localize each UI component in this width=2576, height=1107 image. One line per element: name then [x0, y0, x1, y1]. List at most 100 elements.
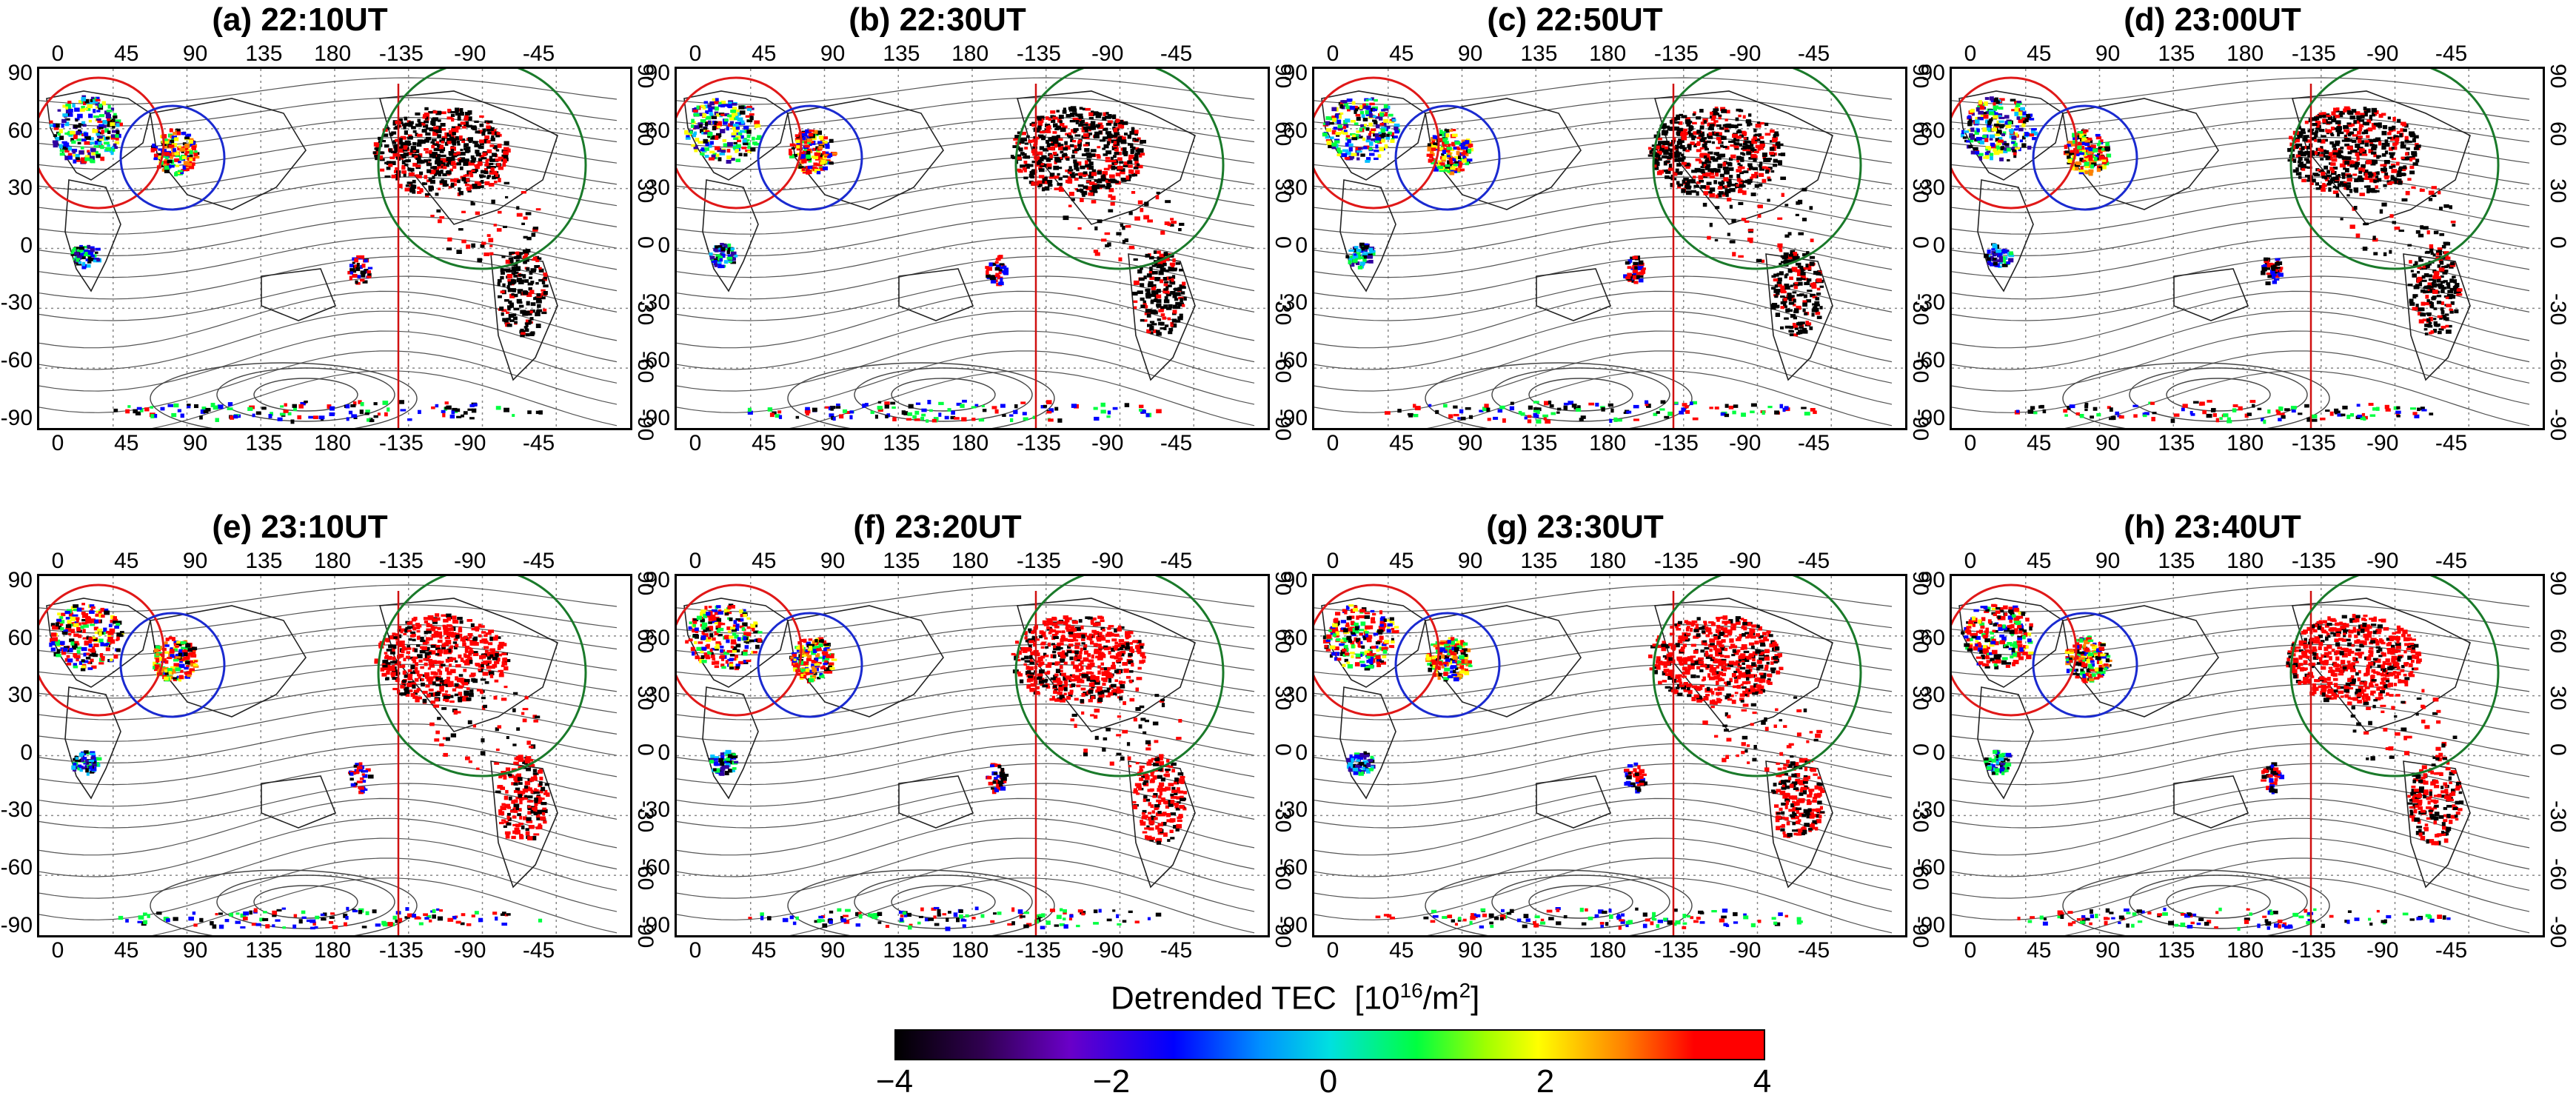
y-tick-label-right: -30: [2546, 800, 2570, 833]
y-tick-label-right: 30: [2546, 178, 2570, 204]
panel-title: (d) 23:00UT: [2124, 1, 2301, 38]
x-tick-label: 45: [1389, 431, 1414, 455]
x-tick-label: 90: [1457, 431, 1483, 455]
x-tick-label: 0: [51, 549, 64, 573]
x-tick-label: 45: [2027, 41, 2052, 66]
x-tick-label: 90: [820, 431, 846, 455]
x-tick-label: 90: [820, 938, 846, 963]
x-tick-label: 90: [2095, 431, 2121, 455]
y-tick-label: 0: [1933, 233, 1945, 258]
x-tick-label: 135: [2158, 431, 2195, 455]
x-tick-label: 90: [820, 549, 846, 573]
x-tick-label: -90: [454, 938, 486, 963]
y-tick-label-right: -90: [2546, 915, 2570, 948]
x-tick-label: -90: [1091, 41, 1124, 66]
x-tick-label: 180: [314, 41, 352, 66]
colorbar-tick-label: −2: [1092, 1063, 1131, 1100]
x-tick-label: -45: [2435, 938, 2468, 963]
map-panel: (f) 23:20UT 0 0 45 45 90 90 135 135 180 180 -135 -13…: [638, 507, 1295, 985]
x-tick-label: -90: [1729, 431, 1762, 455]
y-tick-label: -60: [0, 855, 33, 880]
y-tick-label: -90: [1913, 405, 1945, 430]
y-tick-label-right: -60: [2546, 351, 2570, 384]
panel-title: (e) 23:10UT: [212, 509, 388, 545]
x-tick-label: -45: [522, 431, 555, 455]
y-tick-label: 60: [1920, 118, 1945, 143]
x-tick-label: 0: [689, 41, 702, 66]
x-tick-label: -135: [2291, 549, 2336, 573]
tec-map: [1312, 574, 1907, 937]
y-tick-label-right: 60: [2546, 121, 2570, 146]
x-tick-label: 180: [314, 431, 352, 455]
colorbar-tick-label: 4: [1753, 1063, 1772, 1100]
y-tick-label: -30: [0, 290, 33, 315]
x-tick-label: -90: [1729, 938, 1762, 963]
x-tick-label: 90: [2095, 41, 2121, 66]
x-tick-label: -45: [1160, 41, 1193, 66]
x-tick-label: -135: [378, 938, 424, 963]
x-tick-label: 90: [182, 549, 208, 573]
panel-title: (h) 23:40UT: [2124, 509, 2301, 545]
y-tick-label: 90: [1282, 568, 1308, 592]
panel-title: (a) 22:10UT: [212, 1, 388, 38]
x-tick-label: -90: [1729, 41, 1762, 66]
x-tick-label: 0: [1326, 938, 1339, 963]
map-panel: (d) 23:00UT 0 0 45 45 90 90 135 135 180 180 -135 -13…: [1913, 0, 2570, 478]
y-tick-label-right: 0: [2546, 235, 2570, 249]
x-tick-label: -90: [1091, 549, 1124, 573]
colorbar-tick-label: 2: [1536, 1063, 1555, 1100]
x-tick-label: -135: [1016, 41, 1061, 66]
colorbar-tick-label: 0: [1319, 1063, 1338, 1100]
x-tick-label: -90: [2366, 549, 2399, 573]
tec-map: [1950, 574, 2545, 937]
x-tick-label: 180: [1589, 938, 1627, 963]
x-tick-label: 45: [114, 41, 139, 66]
x-tick-label: 180: [2227, 41, 2264, 66]
x-tick-label: -45: [522, 938, 555, 963]
x-tick-label: 180: [314, 938, 352, 963]
y-tick-label: -60: [638, 348, 670, 372]
x-tick-label: 180: [2227, 431, 2264, 455]
y-tick-label: 60: [1920, 625, 1945, 650]
x-tick-label: -45: [1797, 41, 1830, 66]
y-tick-label: -60: [638, 855, 670, 880]
y-tick-label: -30: [638, 797, 670, 823]
x-tick-label: 135: [245, 41, 283, 66]
x-tick-label: 90: [2095, 938, 2121, 963]
colorbar: [894, 1029, 1765, 1060]
x-tick-label: -90: [2366, 938, 2399, 963]
x-tick-label: -135: [378, 41, 424, 66]
x-tick-label: -135: [1016, 938, 1061, 963]
y-tick-label: -60: [1275, 348, 1308, 372]
x-tick-label: -45: [522, 549, 555, 573]
colorbar-title: Detrended TEC [1016/m2]: [1111, 979, 1480, 1017]
x-tick-label: -45: [2435, 549, 2468, 573]
x-tick-label: -90: [2366, 41, 2399, 66]
y-tick-label: -30: [1913, 797, 1945, 823]
y-tick-label: 0: [20, 740, 33, 765]
x-tick-label: -135: [2291, 938, 2336, 963]
x-tick-label: 135: [245, 431, 283, 455]
y-tick-label: 60: [645, 625, 670, 650]
x-tick-label: 45: [1389, 41, 1414, 66]
x-tick-label: 45: [114, 431, 139, 455]
map-panel: (c) 22:50UT 0 0 45 45 90 90 135 135 180 180 -135 -13…: [1276, 0, 1933, 478]
x-tick-label: 135: [2158, 41, 2195, 66]
y-tick-label: 60: [7, 118, 33, 143]
x-tick-label: 135: [2158, 549, 2195, 573]
x-tick-label: 135: [1520, 431, 1558, 455]
x-tick-label: 180: [2227, 549, 2264, 573]
x-tick-label: 90: [182, 431, 208, 455]
x-tick-label: 0: [689, 938, 702, 963]
panel-title: (c) 22:50UT: [1487, 1, 1663, 38]
y-tick-label: 30: [1920, 175, 1945, 201]
x-tick-label: 0: [1964, 431, 1977, 455]
x-tick-label: 90: [1457, 41, 1483, 66]
map-panel: (h) 23:40UT 0 0 45 45 90 90 135 135 180 180 -135 -13…: [1913, 507, 2570, 985]
x-tick-label: 45: [752, 938, 777, 963]
x-tick-label: 0: [1964, 938, 1977, 963]
x-tick-label: 180: [1589, 41, 1627, 66]
tec-map: [37, 574, 632, 937]
y-tick-label: 90: [7, 568, 33, 592]
map-panel: (b) 22:30UT 0 0 45 45 90 90 135 135 180 180 -135 -13…: [638, 0, 1295, 478]
